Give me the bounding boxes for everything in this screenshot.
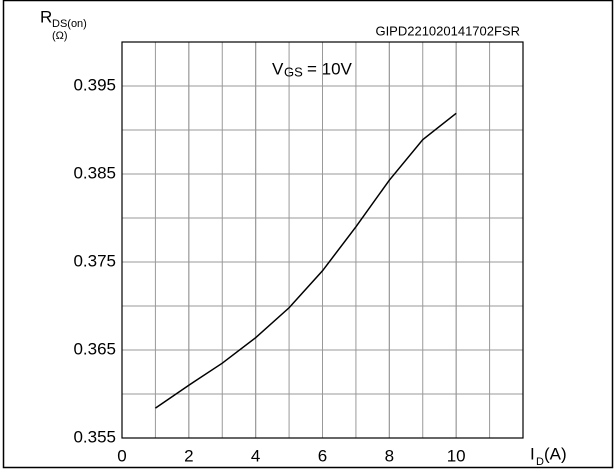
x-tick-label: 8 [385, 446, 394, 465]
y-tick-label: 0.365 [73, 339, 116, 358]
x-label-unit: (A) [544, 444, 567, 463]
x-tick-label: 4 [251, 446, 260, 465]
y-label-sub: DS(on) [52, 18, 87, 30]
annotation-rest: = 10V [307, 59, 353, 78]
annotation: V [272, 59, 284, 78]
annotation-sub: GS [284, 64, 303, 79]
y-label: R [40, 7, 52, 26]
x-tick-label: 6 [318, 446, 327, 465]
y-tick-label: 0.355 [73, 427, 116, 446]
y-label-unit: (Ω) [52, 30, 68, 42]
x-tick-label: 0 [117, 446, 126, 465]
grid [121, 42, 523, 439]
y-tick-label: 0.385 [73, 163, 116, 182]
x-tick-label: 2 [184, 446, 193, 465]
x-label-sub: D [536, 456, 544, 468]
plot-area [121, 41, 524, 439]
y-tick-label: 0.375 [73, 251, 116, 270]
x-label: I [530, 444, 535, 463]
figure-code: GIPD221020141702FSR [375, 23, 520, 38]
x-tick-label: 10 [447, 446, 466, 465]
y-tick-label: 0.395 [73, 75, 116, 94]
line-series [154, 112, 457, 409]
